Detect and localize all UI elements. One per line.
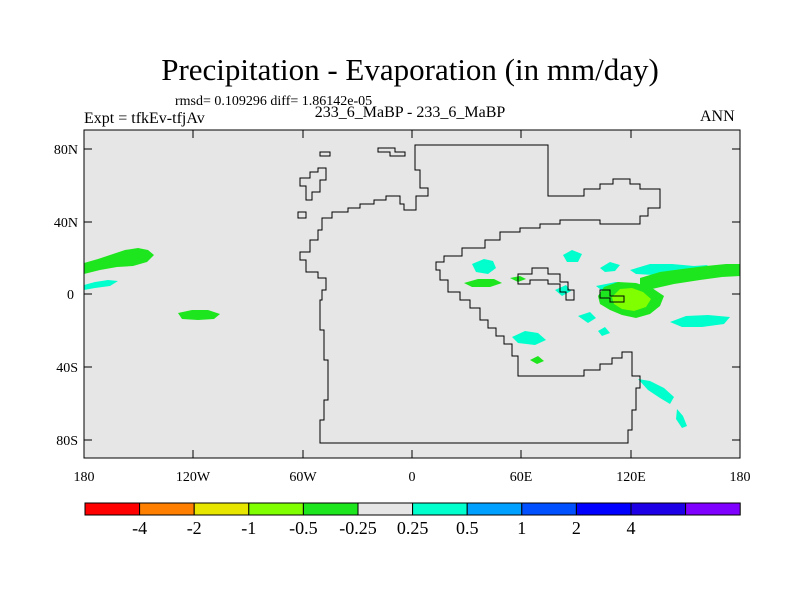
cyan-spot-south-pacific (676, 409, 687, 428)
lat-label-80s: 80S (56, 434, 78, 449)
lime-core-west-pacific (612, 288, 651, 311)
lon-axis: 180 120W 60W 0 60E 120E 180 (74, 130, 751, 485)
lon-label-180-right: 180 (730, 470, 751, 485)
colorbar: -4 -2 -1 -0.5 -0.25 0.25 0.5 1 2 4 (84, 502, 741, 538)
green-patch-west-pacific (84, 248, 154, 274)
colorbar-swatch (685, 502, 741, 516)
colorbar-label: -0.25 (339, 518, 377, 538)
lon-label-180-left: 180 (74, 470, 95, 485)
colorbar-swatch (302, 502, 359, 516)
colorbar-swatch (575, 502, 632, 516)
lon-tick-0: 0 (409, 130, 416, 485)
cyan-streak-south-pacific (638, 379, 674, 404)
cyan-patch-arabia (563, 250, 582, 262)
season-label: ANN (700, 108, 735, 125)
cyan-patch-west-pacific (84, 280, 118, 290)
colorbar-swatch (412, 502, 468, 516)
cyan-patch-indian-ocean (555, 285, 571, 296)
lat-tick-40n: 40N (54, 216, 740, 231)
landmass-inland-sea (517, 267, 575, 301)
stats-label: rmsd= 0.109296 diff= 1.86142e-05 (175, 94, 373, 109)
landmass-arctic-island-2 (377, 147, 406, 157)
colorbar-swatch (248, 502, 304, 516)
cyan-patch-maritime-south (598, 327, 610, 336)
lat-tick-0: 0 (67, 288, 740, 303)
colorbar-swatch (630, 502, 687, 516)
experiment-label: Expt = tfkEv-tfjAv (84, 110, 205, 127)
colorbar-label: -4 (132, 518, 147, 538)
colorbar-label: -2 (187, 518, 202, 538)
lon-tick-60w: 60W (289, 130, 317, 485)
landmass-small-island (297, 211, 307, 219)
lon-label-60w: 60W (289, 470, 317, 485)
landmass-arctic-island (319, 151, 331, 157)
colorbar-swatch (84, 502, 141, 516)
colorbar-swatch (521, 502, 577, 516)
colorbar-label: 0.25 (397, 518, 429, 538)
lon-tick-120w: 120W (176, 130, 211, 485)
cyan-patch-maritime (578, 312, 596, 323)
lon-tick-180w: 180 (74, 450, 95, 485)
continent-outlines (297, 144, 661, 444)
green-patch-africa (464, 279, 502, 287)
lat-label-40s: 40S (56, 361, 78, 376)
cyan-patch-south-pacific-east (670, 315, 730, 327)
green-patch-south-africa (530, 356, 544, 364)
lat-label-40n: 40N (54, 216, 78, 231)
lon-tick-120e: 120E (616, 130, 646, 485)
anomaly-shading (84, 248, 740, 428)
green-patch-south-pacific (178, 310, 220, 320)
colorbar-label: -0.5 (289, 518, 318, 538)
colorbar-label: 1 (517, 518, 526, 538)
landmass-supercontinent (299, 144, 661, 444)
colorbar-label: 2 (572, 518, 581, 538)
lon-label-60e: 60E (510, 470, 533, 485)
colorbar-label: 0.5 (456, 518, 479, 538)
lon-label-120e: 120E (616, 470, 646, 485)
colorbar-swatch (357, 502, 414, 516)
colorbar-swatch (193, 502, 250, 516)
cyan-patch-asia (600, 262, 620, 272)
lat-label-0: 0 (67, 288, 74, 303)
lon-label-120w: 120W (176, 470, 211, 485)
lat-axis: 80N 40N 0 40S 80S (54, 143, 740, 449)
lat-tick-80s: 80S (56, 434, 740, 449)
lat-tick-80n: 80N (54, 143, 740, 158)
cyan-patch-south-africa (512, 331, 546, 345)
lon-tick-60e: 60E (510, 130, 533, 485)
lon-tick-180e: 180 (730, 450, 751, 485)
green-band-pacific (640, 264, 740, 289)
lon-label-0: 0 (409, 470, 416, 485)
landmass-north-islands (299, 167, 327, 201)
cyan-patch-africa-north (472, 259, 496, 274)
case-label: 233_6_MaBP - 233_6_MaBP (314, 104, 506, 121)
colorbar-swatch (139, 502, 195, 516)
colorbar-swatch (466, 502, 523, 516)
lat-tick-40s: 40S (56, 361, 740, 376)
lat-label-80n: 80N (54, 143, 78, 158)
landmass-east-island (599, 289, 625, 303)
colorbar-label: -1 (241, 518, 256, 538)
colorbar-label: 4 (627, 518, 636, 538)
map-title: Precipitation - Evaporation (in mm/day) (161, 52, 659, 87)
